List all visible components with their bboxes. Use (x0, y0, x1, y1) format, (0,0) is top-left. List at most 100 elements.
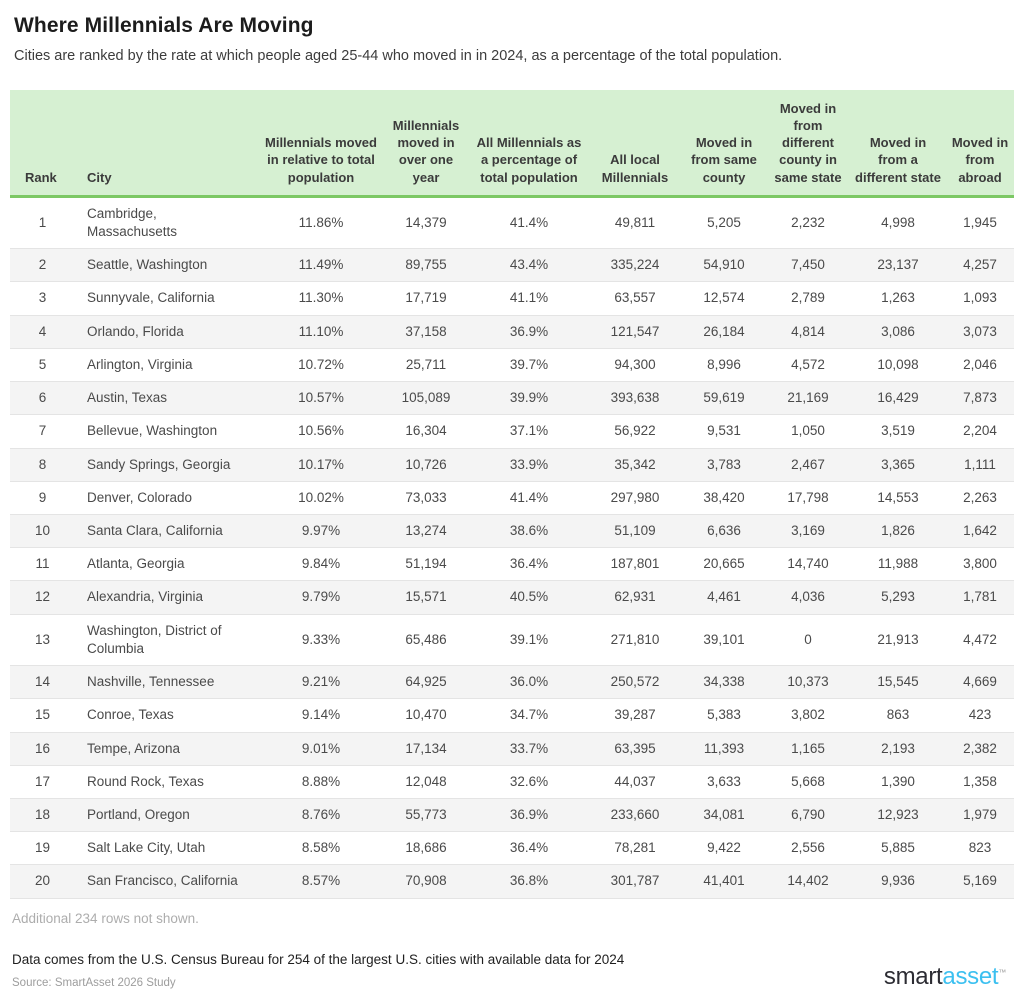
table-row: 1 Cambridge, Massachusetts 11.86% 14,379 41.… (10, 196, 1014, 250)
cell-city: Orlando, Florida (75, 315, 260, 349)
table-row: 2 Seattle, Washington 11.49% 89,755 43.4% 335… (10, 248, 1014, 283)
cell-value: 233,660 (588, 798, 682, 833)
cell-value: 14,402 (766, 864, 850, 899)
cell-value: 2,382 (946, 732, 1014, 766)
cell-value: 36.9% (470, 798, 588, 833)
cell-value: 5,668 (766, 765, 850, 799)
cell-rank: 8 (10, 448, 75, 482)
cell-value: 8,996 (682, 348, 766, 383)
cell-value: 54,910 (682, 248, 766, 283)
cell-value: 1,826 (850, 514, 946, 549)
cell-value: 17,798 (766, 481, 850, 515)
cell-value: 9.01% (260, 732, 382, 766)
cell-value: 4,998 (850, 196, 946, 250)
cell-value: 10.17% (260, 448, 382, 482)
cell-value: 36.4% (470, 547, 588, 582)
cell-value: 63,557 (588, 281, 682, 316)
cell-value: 2,556 (766, 831, 850, 866)
cell-value: 6,636 (682, 514, 766, 549)
cell-value: 70,908 (382, 864, 470, 899)
cell-value: 3,073 (946, 315, 1014, 349)
table-row: 14 Nashville, Tennessee 9.21% 64,925 36.0% 25… (10, 665, 1014, 700)
cell-value: 9.33% (260, 614, 382, 667)
table-row: 17 Round Rock, Texas 8.88% 12,048 32.6% 44,03… (10, 765, 1014, 799)
cell-value: 1,263 (850, 281, 946, 316)
cell-value: 8.88% (260, 765, 382, 799)
cell-rank: 19 (10, 831, 75, 866)
cell-value: 20,665 (682, 547, 766, 582)
cell-value: 3,633 (682, 765, 766, 799)
cell-value: 4,572 (766, 348, 850, 383)
cell-rank: 10 (10, 514, 75, 549)
cell-value: 13,274 (382, 514, 470, 549)
cell-value: 11,393 (682, 732, 766, 766)
cell-city: Round Rock, Texas (75, 765, 260, 799)
cell-value: 1,979 (946, 798, 1014, 833)
footer-notes: Data comes from the U.S. Census Bureau f… (12, 952, 884, 989)
cell-value: 9.21% (260, 665, 382, 700)
cell-value: 43.4% (470, 248, 588, 283)
cell-value: 0 (766, 614, 850, 667)
cell-rank: 9 (10, 481, 75, 515)
cell-rank: 2 (10, 248, 75, 283)
cell-value: 11.30% (260, 281, 382, 316)
cell-value: 39.1% (470, 614, 588, 667)
cell-value: 3,519 (850, 414, 946, 449)
cell-value: 863 (850, 698, 946, 733)
cell-value: 7,873 (946, 381, 1014, 416)
cell-city: Cambridge, Massachusetts (75, 196, 260, 250)
column-header: Moved in from abroad (946, 90, 1014, 198)
cell-value: 62,931 (588, 580, 682, 615)
table-row: 20 San Francisco, California 8.57% 70,908 36… (10, 864, 1014, 899)
cell-city: Salt Lake City, Utah (75, 831, 260, 866)
table-row: 18 Portland, Oregon 8.76% 55,773 36.9% 233,66… (10, 798, 1014, 833)
cell-value: 335,224 (588, 248, 682, 283)
cell-value: 39.7% (470, 348, 588, 383)
cell-value: 89,755 (382, 248, 470, 283)
table-row: 9 Denver, Colorado 10.02% 73,033 41.4% 297,98… (10, 481, 1014, 515)
cell-city: Tempe, Arizona (75, 732, 260, 766)
cell-value: 38.6% (470, 514, 588, 549)
cell-value: 10.56% (260, 414, 382, 449)
cell-value: 35,342 (588, 448, 682, 482)
cell-city: Austin, Texas (75, 381, 260, 416)
cell-value: 15,545 (850, 665, 946, 700)
cell-value: 26,184 (682, 315, 766, 349)
cell-value: 297,980 (588, 481, 682, 515)
cell-value: 1,093 (946, 281, 1014, 316)
cell-value: 2,046 (946, 348, 1014, 383)
column-header: Rank (10, 90, 75, 198)
cell-value: 36.4% (470, 831, 588, 866)
table-row: 6 Austin, Texas 10.57% 105,089 39.9% 393,638 5… (10, 381, 1014, 416)
cell-city: Atlanta, Georgia (75, 547, 260, 582)
cell-value: 121,547 (588, 315, 682, 349)
cell-value: 1,050 (766, 414, 850, 449)
page-subtitle: Cities are ranked by the rate at which p… (14, 48, 783, 64)
cell-value: 39,101 (682, 614, 766, 667)
cell-value: 39,287 (588, 698, 682, 733)
cell-value: 10,098 (850, 348, 946, 383)
cell-value: 9,936 (850, 864, 946, 899)
column-header: Millennials moved in relative to total p… (260, 90, 382, 198)
cell-value: 16,429 (850, 381, 946, 416)
table-row: 3 Sunnyvale, California 11.30% 17,719 41.1% 6… (10, 281, 1014, 316)
cell-value: 393,638 (588, 381, 682, 416)
cell-rank: 16 (10, 732, 75, 766)
cell-value: 34.7% (470, 698, 588, 733)
cell-value: 36.9% (470, 315, 588, 349)
cell-value: 11,988 (850, 547, 946, 582)
table-row: 4 Orlando, Florida 11.10% 37,158 36.9% 121,54… (10, 315, 1014, 349)
cell-value: 17,134 (382, 732, 470, 766)
cell-value: 2,193 (850, 732, 946, 766)
cell-city: Sandy Springs, Georgia (75, 448, 260, 482)
cell-rank: 5 (10, 348, 75, 383)
cell-value: 4,814 (766, 315, 850, 349)
cell-value: 5,205 (682, 196, 766, 250)
cell-rank: 20 (10, 864, 75, 899)
cell-value: 187,801 (588, 547, 682, 582)
cell-value: 14,379 (382, 196, 470, 250)
cell-value: 59,619 (682, 381, 766, 416)
cell-value: 5,383 (682, 698, 766, 733)
column-header: Millennials moved in over one year (382, 90, 470, 198)
